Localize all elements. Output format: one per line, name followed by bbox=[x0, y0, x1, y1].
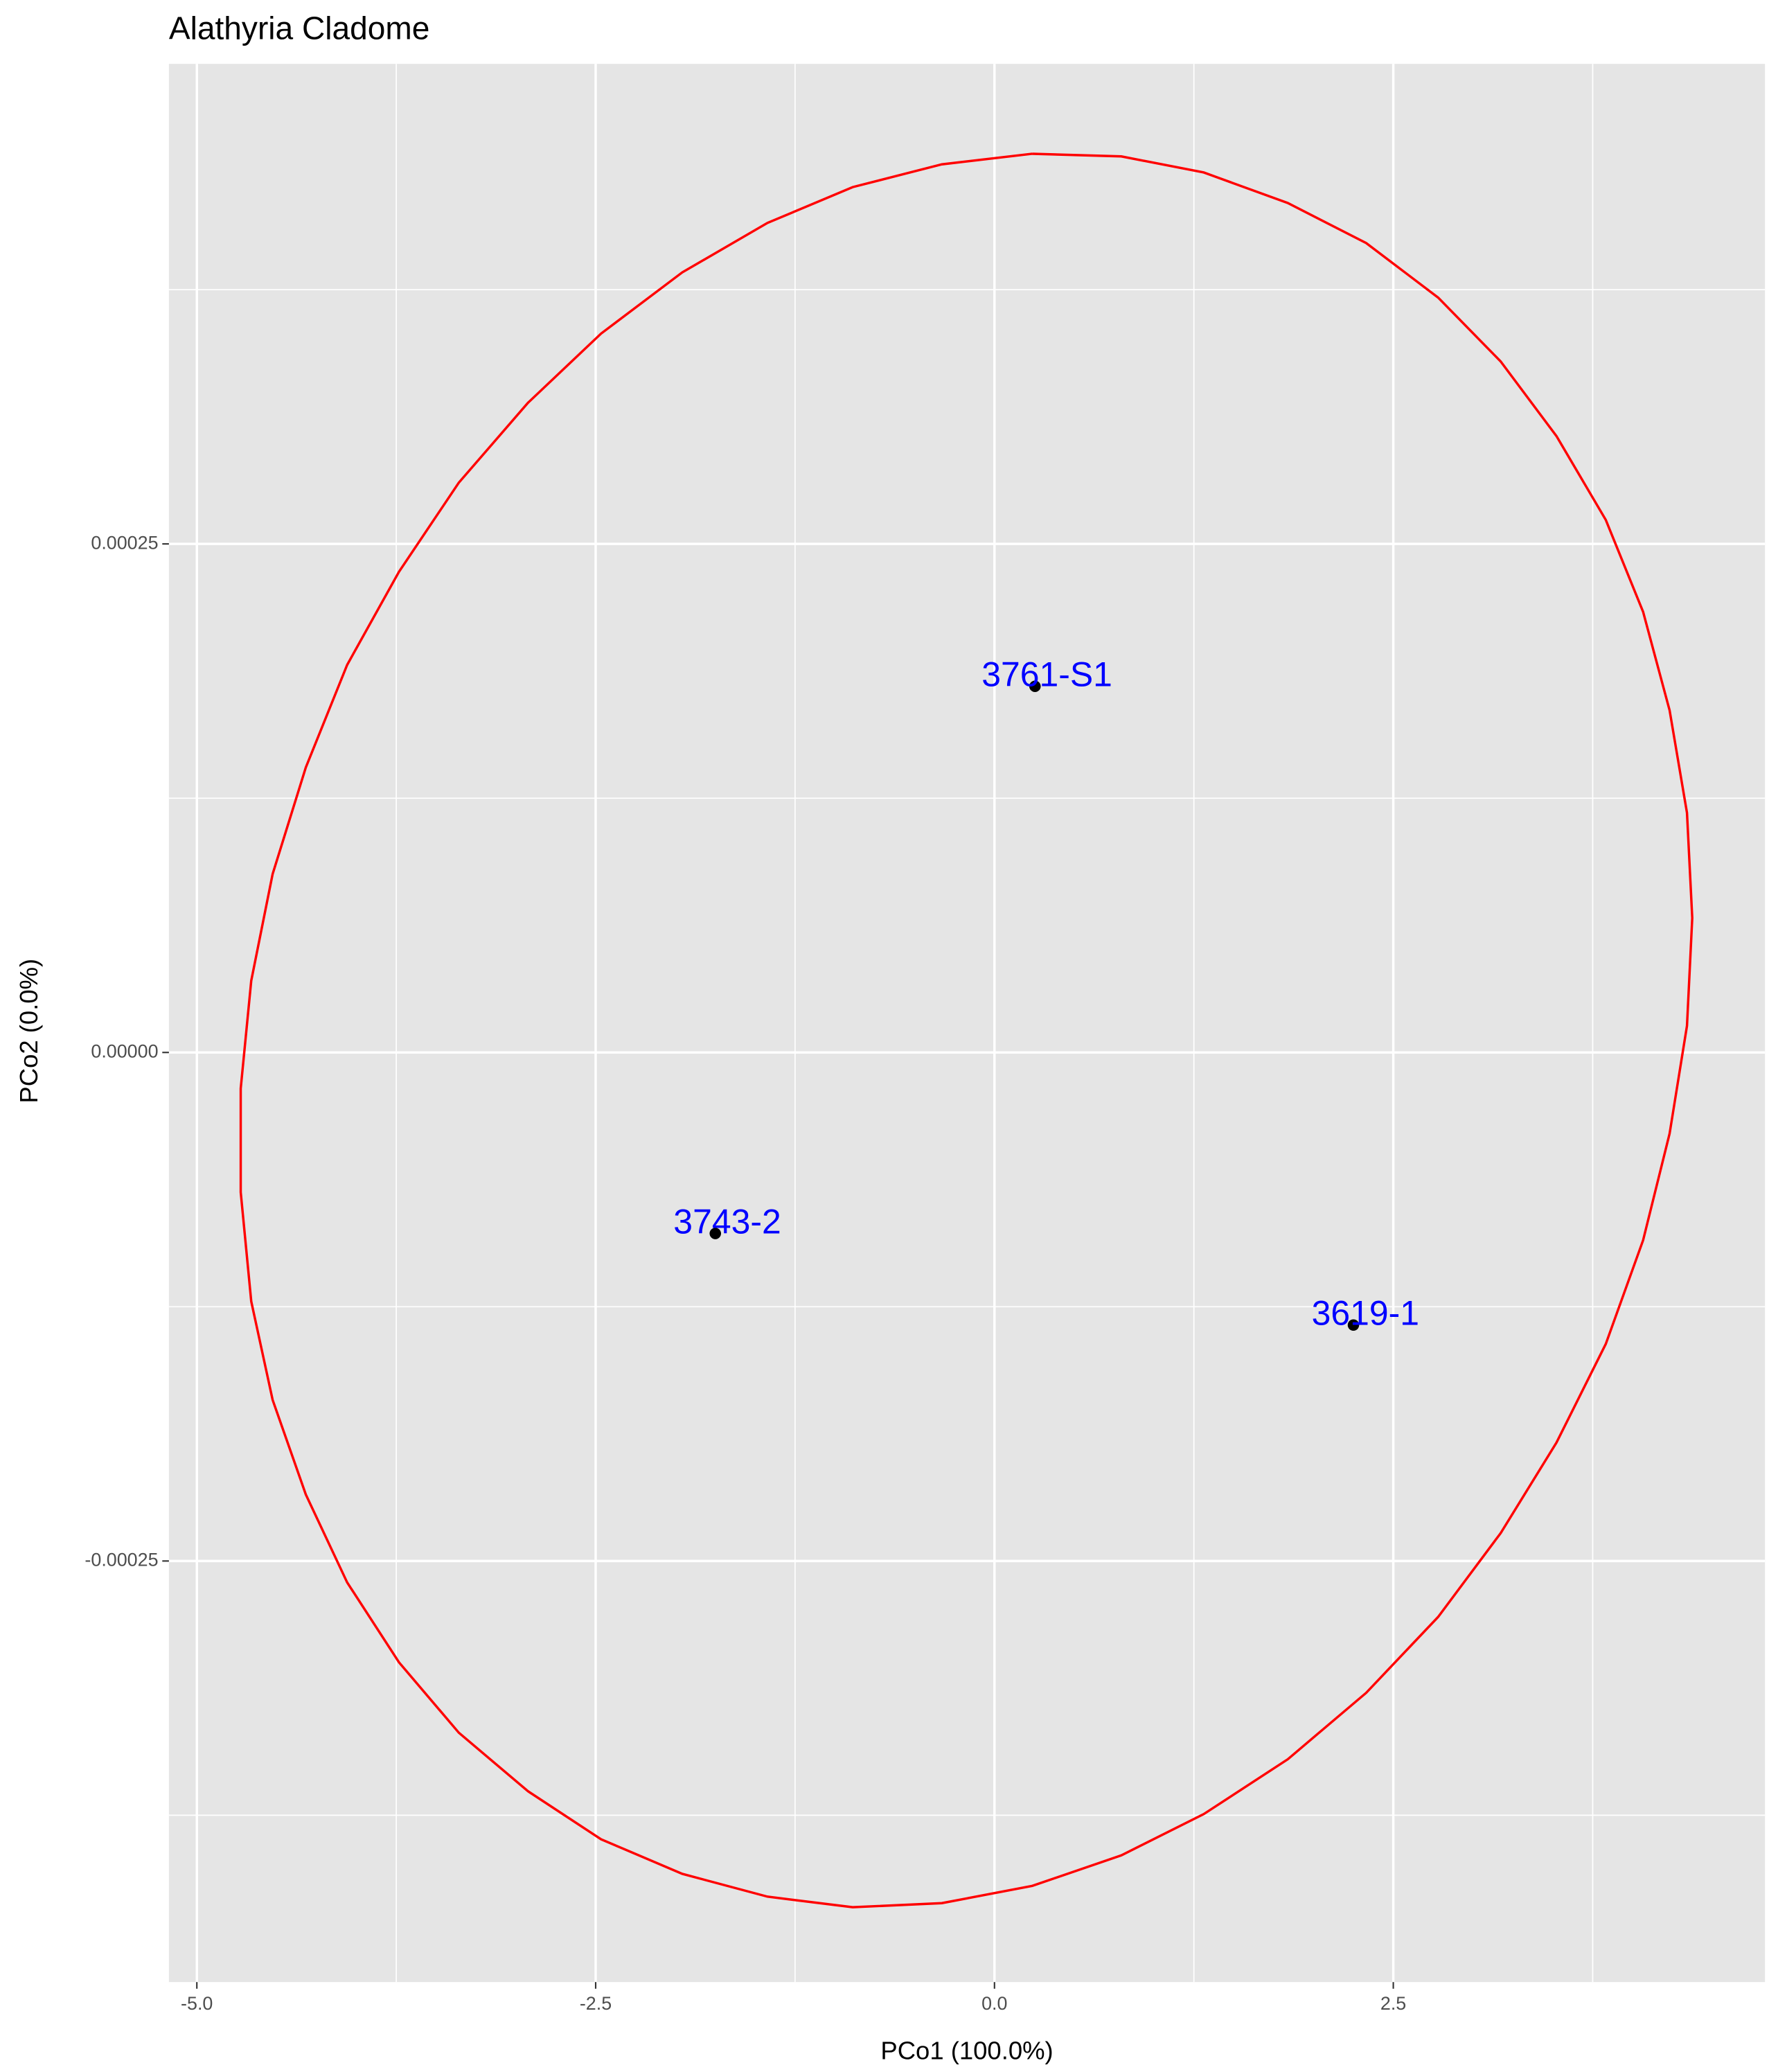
point-label: 3743-2 bbox=[673, 1202, 781, 1241]
point-label: 3619-1 bbox=[1312, 1293, 1419, 1332]
x-tick-label: -5.0 bbox=[181, 1993, 213, 2014]
x-tick-label: -2.5 bbox=[580, 1993, 612, 2014]
x-axis-title: PCo1 (100.0%) bbox=[880, 2037, 1053, 2065]
point bbox=[1029, 680, 1041, 692]
panel-background bbox=[168, 64, 1766, 1983]
point-label: 3761-S1 bbox=[981, 655, 1112, 693]
ellipse bbox=[239, 152, 1694, 1909]
y-tick-label: 0.00025 bbox=[91, 532, 158, 553]
y-axis-title: PCo2 (0.0%) bbox=[15, 959, 43, 1104]
x-tick-label: 0.0 bbox=[981, 1993, 1007, 2014]
point bbox=[709, 1228, 721, 1239]
x-tick-label: 2.5 bbox=[1380, 1993, 1406, 2014]
y-tick-label: -0.00025 bbox=[85, 1549, 158, 1570]
chart-title: Alathyria Cladome bbox=[169, 10, 429, 46]
point bbox=[1347, 1319, 1360, 1331]
y-tick-label: 0.00000 bbox=[91, 1041, 158, 1061]
plot-panel: 3761-S1 3743-2 3619-1 bbox=[168, 64, 1766, 1983]
